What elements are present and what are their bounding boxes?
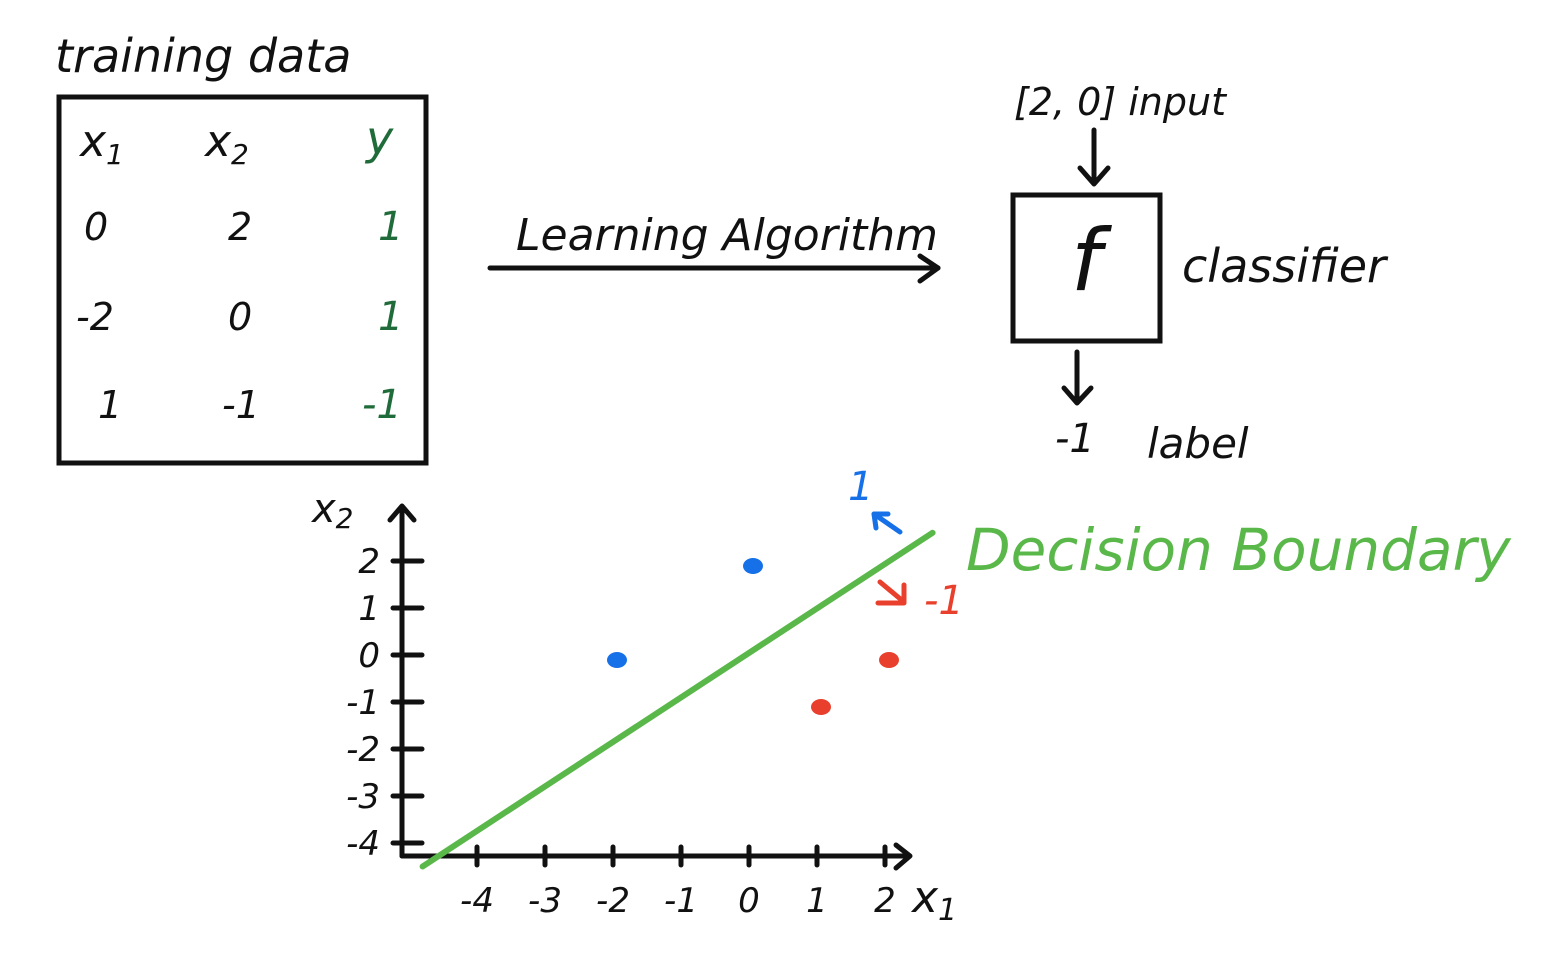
y-tick-label: -3 [346,777,380,817]
negative-side-annotation: -1 [875,578,964,624]
x-axis-ticks: -4 -3 -2 -1 0 1 2 [460,844,896,921]
table-cell-y: 1 [378,204,403,250]
decision-boundary-label: Decision Boundary [966,516,1511,584]
negative-data-point [879,652,899,668]
table-row: -2 0 1 [76,294,403,340]
x-axis-label: x1 [910,872,957,928]
y-axis-label: x2 [310,486,354,535]
y-tick-label: 1 [358,589,380,629]
table-cell-x2: -1 [222,383,260,427]
negative-side-label: -1 [924,578,964,624]
y-axis-ticks: 2 1 0 -1 -2 -3 -4 [346,542,425,864]
classifier-block: [2, 0] input f classifier -1 label [1010,80,1389,468]
x-tick-label: 0 [738,881,760,921]
learning-algorithm-arrow: Learning Algorithm [487,210,941,284]
y-tick-label: -1 [346,683,380,723]
x-tick-label: 1 [806,881,828,921]
table-cell-x2: 2 [228,205,252,249]
table-cell-x1: 0 [84,205,108,249]
positive-side-label: 1 [848,464,873,510]
y-tick-label: -4 [346,824,380,864]
y-tick-label: 0 [358,636,380,676]
x-tick-label: -4 [460,881,494,921]
x-tick-label: -3 [528,881,562,921]
training-data-table-border [56,94,429,466]
negative-side-arrow-icon [875,582,907,606]
table-cell-y: 1 [378,294,403,340]
y-axis-arrow-icon [387,503,417,523]
table-cell-x2: 0 [228,295,252,339]
x-tick-label: 2 [874,881,896,921]
learning-algorithm-label: Learning Algorithm [516,210,938,261]
decision-boundary-plot: x1 x2 -4 -3 -2 -1 0 1 2 2 1 0 -1 -2 -3 -4 1 -1 Decis… [310,464,1511,928]
y-tick-label: 2 [358,542,380,582]
table-header-y: y [364,111,394,165]
table-row: 0 2 1 [84,204,403,250]
classifier-output-value: -1 [1055,416,1095,462]
classifier-input-text: [2, 0] input [1014,80,1228,124]
data-points [607,558,899,715]
table-cell-y: -1 [362,382,402,428]
negative-data-point [811,699,831,715]
training-data-panel: training data x1 x2 y 0 2 1 -2 0 1 1 -1 … [55,29,429,466]
arrow-head-icon [917,253,941,284]
classifier-output-label: label [1147,419,1249,468]
output-arrow-head-icon [1061,385,1094,406]
x-tick-label: -2 [596,881,630,921]
input-arrow-head-icon [1077,165,1111,187]
positive-side-annotation: 1 [848,464,903,535]
table-header-x2: x2 [203,116,249,171]
classifier-label: classifier [1182,239,1389,293]
y-tick-label: -2 [346,730,380,770]
table-header-x1: x1 [78,116,124,171]
positive-data-point [607,652,627,668]
x-tick-label: -1 [664,881,698,921]
training-data-title: training data [55,29,351,83]
classifier-box [1010,192,1163,344]
table-cell-x1: -2 [76,295,114,339]
decision-boundary-line [419,529,936,870]
positive-side-arrow-shaft [871,511,903,535]
classifier-function-symbol: f [1071,211,1113,311]
table-cell-x1: 1 [98,383,122,427]
negative-side-arrow-shaft [877,579,907,605]
x-axis-arrow-icon [893,842,913,871]
positive-data-point [743,558,763,574]
table-row: 1 -1 -1 [98,382,402,428]
